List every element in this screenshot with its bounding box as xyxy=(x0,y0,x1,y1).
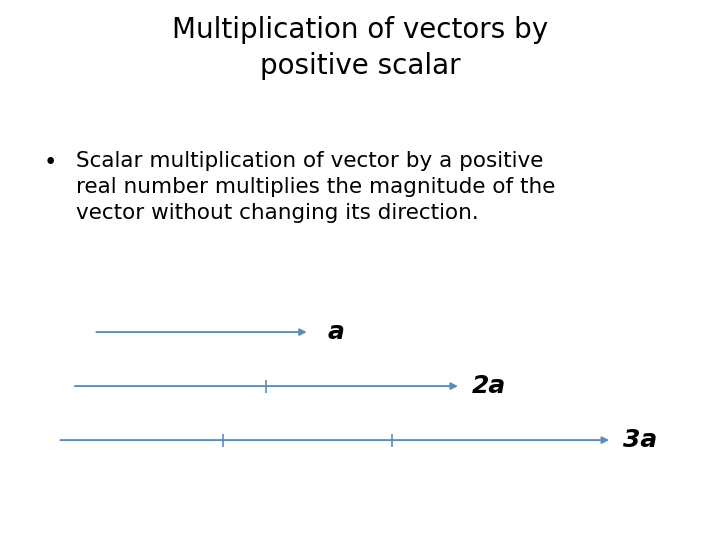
Text: Multiplication of vectors by
positive scalar: Multiplication of vectors by positive sc… xyxy=(172,16,548,80)
Text: a: a xyxy=(328,320,344,344)
Text: •: • xyxy=(43,151,57,174)
Text: Scalar multiplication of vector by a positive
real number multiplies the magnitu: Scalar multiplication of vector by a pos… xyxy=(76,151,555,224)
Text: 2a: 2a xyxy=(472,374,506,398)
Text: 3a: 3a xyxy=(623,428,657,452)
